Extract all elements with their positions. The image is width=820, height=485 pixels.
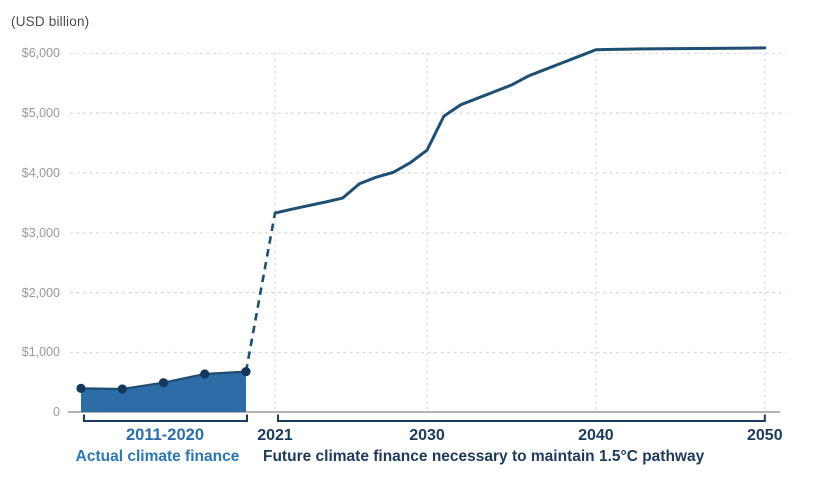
y-tick-label: $6,000 xyxy=(21,46,60,61)
data-point-marker xyxy=(76,383,86,393)
future-period-bracket xyxy=(277,414,766,422)
x-tick-label: 2030 xyxy=(409,427,445,444)
x-tick-label: 2040 xyxy=(578,427,614,444)
x-tick-label: 2021 xyxy=(257,427,293,444)
future-series-label: Future climate finance necessary to main… xyxy=(263,448,705,465)
actual-area xyxy=(81,371,246,412)
y-tick-label: $2,000 xyxy=(21,285,60,300)
y-tick-label: $5,000 xyxy=(21,106,60,121)
future-line xyxy=(273,46,767,215)
data-point-marker xyxy=(241,367,251,377)
data-point-marker xyxy=(200,369,210,379)
x-tick-label: 2050 xyxy=(747,427,783,444)
data-point-marker xyxy=(158,378,169,388)
actual-period-bracket xyxy=(83,414,248,422)
y-tick-label: $1,000 xyxy=(21,345,60,360)
y-tick-label: $3,000 xyxy=(21,225,60,240)
y-tick-label: 0 xyxy=(53,405,60,420)
y-tick-label: $4,000 xyxy=(21,165,60,180)
connector-dashed-line xyxy=(244,212,277,372)
actual-series-label: Actual climate finance xyxy=(75,448,240,465)
y-axis-units-label: (USD billion) xyxy=(11,14,90,29)
actual-period-label: 2011-2020 xyxy=(126,426,204,444)
data-point-marker xyxy=(117,384,127,394)
